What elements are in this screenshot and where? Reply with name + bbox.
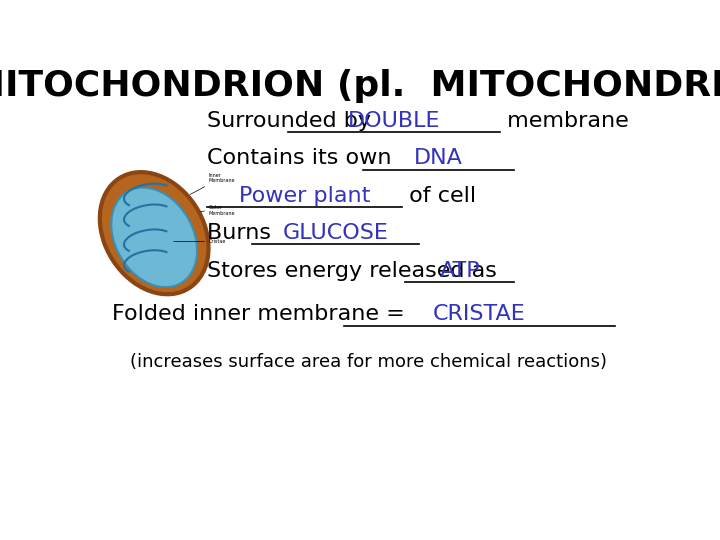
Text: DNA: DNA [414,148,463,168]
Text: Burns: Burns [207,223,279,243]
Text: Outer
Membrane: Outer Membrane [209,205,235,215]
Text: MITOCHONDRION (pl.  MITOCHONDRIA): MITOCHONDRION (pl. MITOCHONDRIA) [0,69,720,103]
Text: DOUBLE: DOUBLE [348,111,441,131]
Text: membrane: membrane [500,111,629,131]
Text: of cell: of cell [402,186,477,206]
Ellipse shape [112,187,197,287]
Text: Folded inner membrane =: Folded inner membrane = [112,304,412,325]
Ellipse shape [100,172,209,294]
Text: Stores energy released as: Stores energy released as [207,261,504,281]
Text: Cristae: Cristae [209,239,226,244]
Text: (increases surface area for more chemical reactions): (increases surface area for more chemica… [130,353,608,371]
Text: Surrounded by: Surrounded by [207,111,378,131]
Text: Inner
Membrane: Inner Membrane [209,172,235,183]
Text: GLUCOSE: GLUCOSE [282,223,389,243]
Text: ATP: ATP [439,261,480,281]
Text: Power plant: Power plant [239,186,371,206]
Text: CRISTAE: CRISTAE [433,304,526,325]
Text: Contains its own: Contains its own [207,148,399,168]
